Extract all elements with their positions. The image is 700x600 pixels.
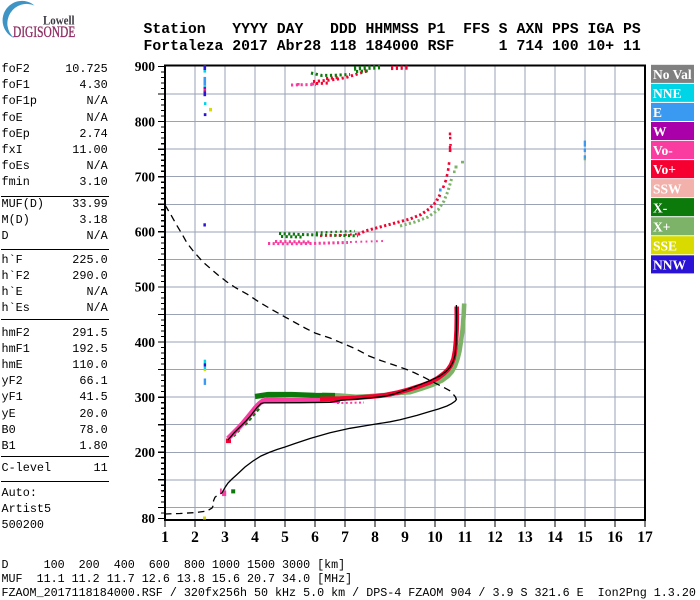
svg-text:3: 3: [221, 529, 229, 546]
svg-text:800: 800: [135, 114, 156, 129]
svg-text:Lowell: Lowell: [43, 13, 75, 28]
svg-text:500: 500: [135, 280, 156, 295]
svg-text:17: 17: [637, 529, 653, 546]
svg-text:12: 12: [487, 529, 503, 546]
svg-text:13: 13: [517, 529, 533, 546]
svg-text:X+: X+: [653, 219, 670, 234]
svg-text:10: 10: [427, 529, 443, 546]
svg-text:80: 80: [142, 511, 156, 526]
svg-text:2: 2: [191, 529, 199, 546]
svg-text:600: 600: [135, 225, 156, 240]
svg-text:5: 5: [281, 529, 289, 546]
svg-text:SSW: SSW: [653, 181, 682, 196]
svg-text:4: 4: [251, 529, 259, 546]
svg-text:No Val: No Val: [653, 67, 692, 82]
svg-text:NNW: NNW: [653, 258, 686, 273]
svg-text:11: 11: [458, 529, 473, 546]
svg-text:900: 900: [135, 59, 156, 74]
svg-text:DIGISONDE: DIGISONDE: [13, 24, 75, 41]
svg-text:X-: X-: [653, 200, 667, 215]
svg-text:9: 9: [401, 529, 409, 546]
svg-text:16: 16: [607, 529, 623, 546]
svg-text:7: 7: [341, 529, 349, 546]
svg-text:E: E: [653, 105, 662, 120]
svg-text:Vo-: Vo-: [653, 143, 673, 158]
svg-text:1: 1: [161, 529, 169, 546]
svg-text:8: 8: [371, 529, 379, 546]
svg-text:300: 300: [135, 390, 156, 405]
svg-text:15: 15: [577, 529, 593, 546]
svg-text:14: 14: [547, 529, 563, 546]
svg-text:NNE: NNE: [653, 86, 682, 101]
svg-text:6: 6: [311, 529, 319, 546]
svg-text:700: 700: [135, 169, 156, 184]
svg-text:400: 400: [135, 335, 156, 350]
svg-text:W: W: [653, 124, 667, 139]
svg-text:Vo+: Vo+: [653, 162, 676, 177]
svg-text:200: 200: [135, 445, 156, 460]
svg-text:SSE: SSE: [653, 238, 677, 253]
